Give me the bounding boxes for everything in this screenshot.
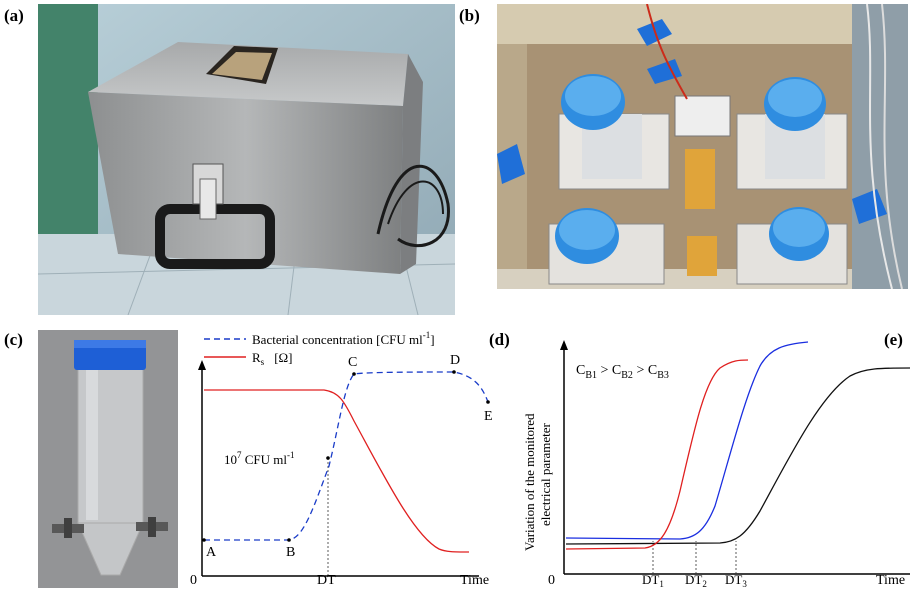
chart-c-label-b: B (286, 545, 295, 560)
chart-d-origin: 0 (548, 573, 555, 588)
panel-label-e: (e) (884, 330, 903, 349)
chart-c-point-a (202, 538, 206, 542)
chart-d-y-arrow (560, 340, 568, 350)
panel-label-d: (d) (489, 330, 510, 349)
chart-d-series-cb1 (565, 359, 749, 550)
chart-c-label-c: C (348, 355, 357, 370)
chart-c-xlabel: Time (460, 573, 489, 588)
chart-c-point-d (452, 370, 456, 374)
chart-d-ylabel-1: Variation of the monitored (522, 413, 537, 551)
chart-d: Variation of the monitored electrical pa… (522, 340, 910, 589)
chart-d-series-cb3 (565, 367, 910, 545)
chart-d-dt1-label: DT1 (642, 572, 664, 589)
chart-c: A B C D E 107 CFU ml-1 0 DT Time Bacteri… (190, 330, 493, 588)
chart-c-label-e: E (484, 409, 493, 424)
chart-c-rs-series (204, 389, 470, 553)
chart-c-y-arrow (198, 360, 206, 370)
chart-c-dt-label: DT (317, 573, 336, 588)
chart-d-dt2-label: DT2 (685, 572, 707, 589)
chart-d-dt3-label: DT3 (725, 572, 747, 589)
chart-d-xlabel: Time (876, 573, 905, 588)
photo-tube (38, 330, 178, 588)
chart-c-point-e (486, 400, 490, 404)
chart-c-legend-bact: Bacterial concentration [CFU ml-1] (252, 330, 435, 347)
photo-incubator-box (38, 4, 455, 315)
panel-label-b: (b) (459, 6, 480, 25)
chart-d-ylabel-2: electrical parameter (538, 422, 553, 526)
chart-c-point-c (352, 372, 356, 376)
chart-d-series-cb2 (565, 341, 809, 540)
chart-c-label-d: D (450, 353, 460, 368)
chart-c-origin: 0 (190, 573, 197, 588)
chart-c-point-inflection (326, 456, 330, 460)
chart-c-annotation: 107 CFU ml-1 (224, 450, 295, 467)
chart-c-legend-rs: Rs [Ω] (252, 350, 293, 367)
chart-c-bacteria-series (204, 371, 489, 541)
chart-c-label-a: A (206, 545, 217, 560)
panel-label-a: (a) (4, 6, 24, 25)
chart-d-legend: CB1 > CB2 > CB3 (576, 363, 669, 381)
chart-c-point-b (287, 538, 291, 542)
panel-label-c: (c) (4, 330, 23, 349)
photo-incubator-inside (497, 4, 908, 289)
